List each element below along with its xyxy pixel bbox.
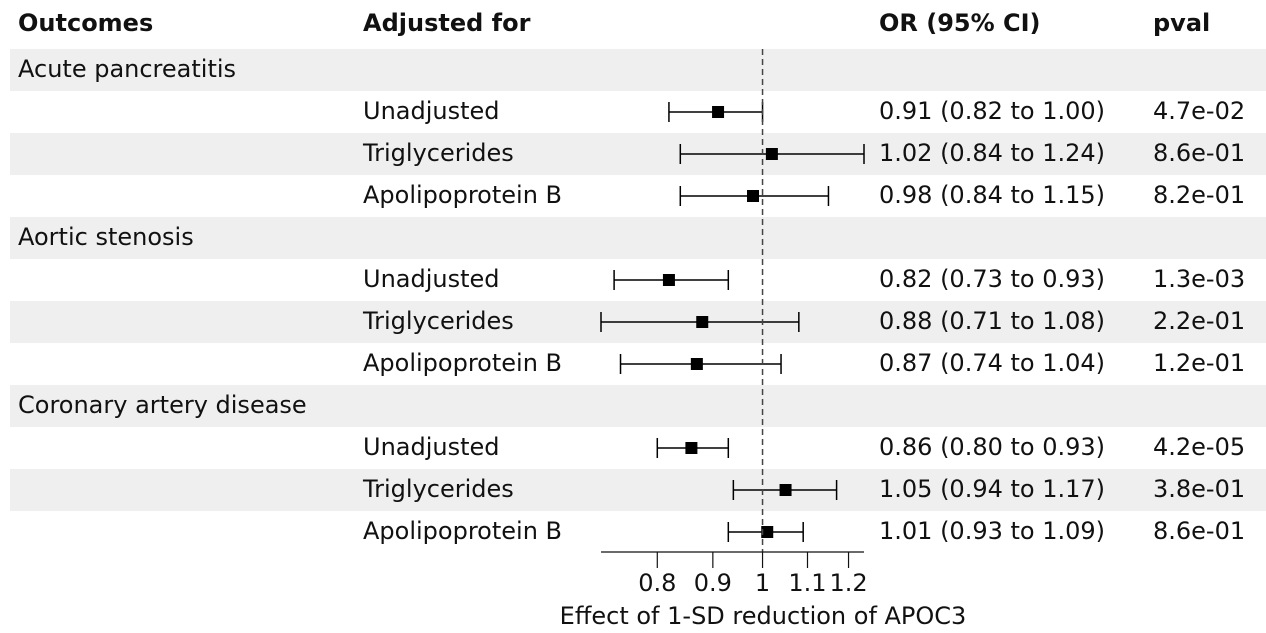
x-tick-label: 1.1 [788, 569, 826, 597]
or-label: 0.82 (0.73 to 0.93) [879, 265, 1105, 293]
or-label: 0.88 (0.71 to 1.08) [879, 307, 1105, 335]
pval-label: 3.8e-01 [1153, 475, 1245, 503]
outcome-label: Aortic stenosis [18, 223, 194, 251]
row-band [10, 49, 1266, 91]
adjusted-label: Apolipoprotein B [363, 349, 562, 377]
row-band [10, 133, 1266, 175]
pval-label: 8.2e-01 [1153, 181, 1245, 209]
pval-label: 2.2e-01 [1153, 307, 1245, 335]
header: Adjusted for [363, 9, 531, 37]
outcome-label: Acute pancreatitis [18, 55, 236, 83]
pval-label: 8.6e-01 [1153, 517, 1245, 545]
x-tick-label: 1 [755, 569, 770, 597]
adjusted-label: Triglycerides [362, 307, 514, 335]
or-label: 0.86 (0.80 to 0.93) [879, 433, 1105, 461]
x-axis-label: Effect of 1-SD reduction of APOC3 [560, 602, 967, 630]
or-label: 1.01 (0.93 to 1.09) [879, 517, 1105, 545]
pval-label: 1.2e-01 [1153, 349, 1245, 377]
pval-label: 8.6e-01 [1153, 139, 1245, 167]
pval-label: 4.2e-05 [1153, 433, 1245, 461]
or-label: 0.87 (0.74 to 1.04) [879, 349, 1105, 377]
or-label: 1.02 (0.84 to 1.24) [879, 139, 1105, 167]
outcome-label: Coronary artery disease [18, 391, 307, 419]
adjusted-label: Triglycerides [362, 139, 514, 167]
row-band [10, 385, 1266, 427]
point-estimate [761, 526, 774, 538]
header: Outcomes [18, 9, 153, 37]
x-tick-label: 1.2 [829, 569, 867, 597]
pval-label: 4.7e-02 [1153, 97, 1245, 125]
header: pval [1153, 9, 1210, 37]
x-tick-label: 0.8 [638, 569, 676, 597]
adjusted-label: Apolipoprotein B [363, 517, 562, 545]
point-estimate [712, 106, 725, 118]
pval-label: 1.3e-03 [1153, 265, 1245, 293]
adjusted-label: Unadjusted [363, 97, 500, 125]
point-estimate [685, 442, 698, 454]
or-label: 0.91 (0.82 to 1.00) [879, 97, 1105, 125]
or-label: 0.98 (0.84 to 1.15) [879, 181, 1105, 209]
point-estimate [662, 274, 675, 286]
point-estimate [765, 148, 778, 160]
row-band [10, 469, 1266, 511]
x-tick-label: 0.9 [694, 569, 732, 597]
or-label: 1.05 (0.94 to 1.17) [879, 475, 1105, 503]
header: OR (95% CI) [879, 9, 1041, 37]
point-estimate [696, 316, 709, 328]
adjusted-label: Unadjusted [363, 433, 500, 461]
adjusted-label: Apolipoprotein B [363, 181, 562, 209]
point-estimate [747, 190, 760, 202]
adjusted-label: Triglycerides [362, 475, 514, 503]
point-estimate [690, 358, 703, 370]
point-estimate [779, 484, 792, 496]
adjusted-label: Unadjusted [363, 265, 500, 293]
row-band [10, 217, 1266, 259]
